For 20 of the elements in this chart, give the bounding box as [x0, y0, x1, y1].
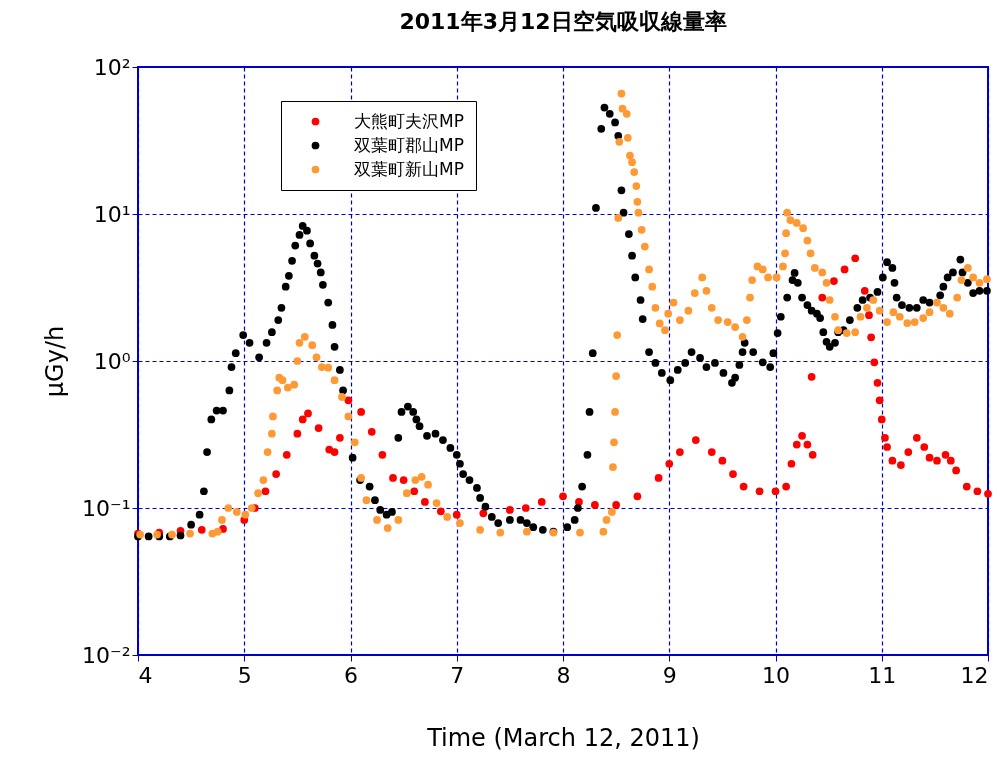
- x-tick-label: 12: [960, 662, 989, 688]
- x-tick-label: 11: [868, 662, 897, 688]
- y-tick-label: 10⁻²: [82, 642, 131, 668]
- y-axis-title: μGy/h: [41, 325, 70, 398]
- y-tick-label: 10¹: [93, 201, 131, 227]
- chart-title: 2011年3月12日空気吸収線量率: [399, 9, 727, 34]
- x-tick-label: 8: [556, 662, 571, 688]
- y-tick-label: 10²: [93, 54, 131, 80]
- legend-label: 大熊町夫沢MP: [354, 110, 464, 131]
- y-tick-label: 10⁰: [93, 348, 131, 374]
- x-tick-label: 6: [344, 662, 358, 688]
- x-tick-label: 10: [762, 662, 790, 688]
- legend-label: 双葉町新山MP: [354, 158, 464, 179]
- x-tick-label: 5: [237, 662, 252, 688]
- x-tick-label: 9: [662, 662, 677, 688]
- legend-label: 双葉町郡山MP: [354, 134, 464, 155]
- x-tick-label: 7: [450, 662, 465, 688]
- x-tick-label: 4: [138, 662, 153, 688]
- y-tick-label: 10⁻¹: [82, 495, 131, 521]
- x-axis-title: Time (March 12, 2011): [426, 723, 700, 752]
